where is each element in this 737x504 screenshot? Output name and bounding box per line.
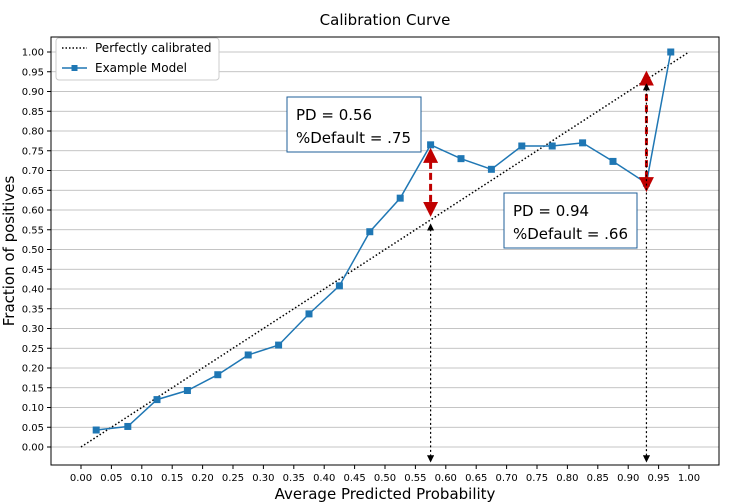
y-tick-label: 0.85 bbox=[22, 107, 44, 118]
model-point bbox=[518, 142, 526, 150]
x-tick-label: 0.60 bbox=[435, 473, 457, 484]
y-tick-label: 0.00 bbox=[22, 443, 44, 454]
model-point bbox=[305, 310, 313, 318]
model-line bbox=[96, 51, 672, 431]
legend-model-label: Example Model bbox=[95, 61, 187, 75]
annotation-box bbox=[503, 192, 638, 249]
y-tick-label: 0.70 bbox=[22, 166, 44, 177]
y-tick-label: 0.50 bbox=[22, 245, 44, 256]
legend-model-marker bbox=[71, 65, 78, 71]
x-tick-label: 0.35 bbox=[283, 473, 305, 484]
x-tick-label: 0.30 bbox=[252, 473, 274, 484]
y-tick-label: 0.90 bbox=[22, 87, 44, 98]
model-point bbox=[609, 157, 617, 165]
model-point bbox=[579, 139, 587, 147]
legend-frame bbox=[55, 37, 220, 81]
x-tick-label: 0.00 bbox=[70, 473, 92, 484]
model-point bbox=[244, 351, 252, 359]
model-point bbox=[335, 282, 343, 290]
y-tick-label: 0.30 bbox=[22, 324, 44, 335]
x-axis-ticks: 0.00 0.05 0.10 0.15 0.20 0.25 0.30 0.35 0.40 0.45… bbox=[70, 465, 700, 484]
y-tick-label: 0.95 bbox=[22, 67, 44, 78]
model-point bbox=[427, 141, 435, 149]
series-layer bbox=[80, 48, 690, 448]
x-axis-label: Average Predicted Probability bbox=[275, 485, 496, 503]
x-tick-label: 0.05 bbox=[100, 473, 122, 484]
model-point bbox=[124, 422, 132, 430]
y-tick-label: 0.10 bbox=[22, 403, 44, 414]
y-tick-label: 0.60 bbox=[22, 206, 44, 217]
legend: Perfectly calibrated Example Model bbox=[55, 37, 220, 81]
model-point bbox=[667, 48, 675, 56]
legend-perfect-label: Perfectly calibrated bbox=[95, 41, 212, 55]
y-tick-label: 0.15 bbox=[22, 383, 44, 394]
x-tick-label: 0.15 bbox=[161, 473, 183, 484]
y-tick-label: 0.65 bbox=[22, 186, 44, 197]
x-tick-label: 0.45 bbox=[343, 473, 365, 484]
perfectly-calibrated-line bbox=[80, 51, 690, 448]
model-point bbox=[366, 228, 374, 236]
annotation-pd: PD = 0.56 bbox=[296, 106, 372, 124]
x-tick-label: 0.90 bbox=[617, 473, 639, 484]
y-tick-label: 0.05 bbox=[22, 423, 44, 434]
annotation-box bbox=[286, 96, 422, 153]
x-tick-label: 1.00 bbox=[678, 473, 700, 484]
y-tick-label: 0.45 bbox=[22, 265, 44, 276]
y-tick-label: 1.00 bbox=[22, 48, 44, 59]
y-tick-label: 0.40 bbox=[22, 285, 44, 296]
annotation-default: %Default = .75 bbox=[296, 129, 411, 147]
x-tick-label: 0.80 bbox=[556, 473, 578, 484]
model-point bbox=[92, 426, 100, 434]
y-tick-label: 0.25 bbox=[22, 344, 44, 355]
y-tick-label: 0.20 bbox=[22, 364, 44, 375]
annotations-layer: PD = 0.56 %Default = .75 PD = 0.94 %Default… bbox=[286, 70, 654, 463]
x-tick-label: 0.10 bbox=[131, 473, 153, 484]
y-tick-label: 0.35 bbox=[22, 304, 44, 315]
model-point bbox=[487, 165, 495, 173]
x-tick-label: 0.50 bbox=[374, 473, 396, 484]
model-point bbox=[153, 396, 161, 404]
x-tick-label: 0.40 bbox=[313, 473, 335, 484]
y-tick-label: 0.55 bbox=[22, 225, 44, 236]
x-tick-label: 0.85 bbox=[587, 473, 609, 484]
annotation-pd: PD = 0.94 bbox=[513, 202, 589, 220]
x-tick-label: 0.55 bbox=[404, 473, 426, 484]
annotation-default: %Default = .66 bbox=[513, 225, 628, 243]
x-tick-label: 0.25 bbox=[222, 473, 244, 484]
model-point bbox=[275, 341, 283, 349]
y-axis-ticks: 0.00 0.05 0.10 0.15 0.20 0.25 0.30 0.35 0.40 0.45… bbox=[22, 48, 51, 454]
y-axis-label: Fraction of positives bbox=[0, 176, 18, 327]
x-tick-label: 0.95 bbox=[647, 473, 669, 484]
x-tick-label: 0.70 bbox=[495, 473, 517, 484]
x-tick-label: 0.20 bbox=[191, 473, 213, 484]
x-tick-label: 0.75 bbox=[526, 473, 548, 484]
model-point bbox=[183, 387, 191, 395]
model-point bbox=[548, 142, 556, 150]
chart-title: Calibration Curve bbox=[320, 11, 451, 29]
y-tick-label: 0.75 bbox=[22, 146, 44, 157]
model-point bbox=[457, 155, 465, 163]
model-point bbox=[396, 194, 404, 202]
x-tick-label: 0.65 bbox=[465, 473, 487, 484]
y-tick-label: 0.80 bbox=[22, 127, 44, 138]
model-point bbox=[214, 371, 222, 379]
